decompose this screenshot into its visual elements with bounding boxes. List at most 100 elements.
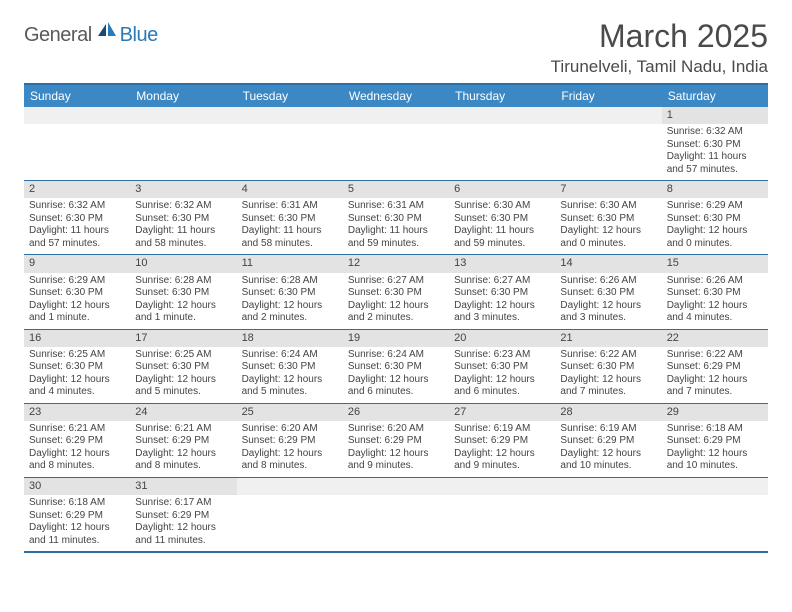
sunset-text: Sunset: 6:30 PM bbox=[667, 287, 763, 300]
day-number bbox=[237, 107, 343, 124]
day-cell bbox=[130, 107, 236, 181]
day-number: 11 bbox=[237, 255, 343, 272]
daylight-text: Daylight: 12 hours and 3 minutes. bbox=[454, 300, 550, 325]
sunrise-text: Sunrise: 6:28 AM bbox=[135, 275, 231, 288]
sunrise-text: Sunrise: 6:19 AM bbox=[560, 423, 656, 436]
day-number: 5 bbox=[343, 181, 449, 198]
day-number: 7 bbox=[555, 181, 661, 198]
day-number bbox=[662, 478, 768, 495]
day-body: Sunrise: 6:22 AMSunset: 6:30 PMDaylight:… bbox=[555, 347, 661, 403]
sunrise-text: Sunrise: 6:27 AM bbox=[454, 275, 550, 288]
daylight-text: Daylight: 12 hours and 11 minutes. bbox=[29, 522, 125, 547]
sunrise-text: Sunrise: 6:28 AM bbox=[242, 275, 338, 288]
brand-logo: General Blue bbox=[24, 24, 158, 47]
day-number: 2 bbox=[24, 181, 130, 198]
sunrise-text: Sunrise: 6:32 AM bbox=[29, 200, 125, 213]
day-body: Sunrise: 6:25 AMSunset: 6:30 PMDaylight:… bbox=[130, 347, 236, 403]
daylight-text: Daylight: 11 hours and 57 minutes. bbox=[667, 151, 763, 176]
day-body bbox=[237, 495, 343, 514]
sunset-text: Sunset: 6:30 PM bbox=[454, 213, 550, 226]
day-number: 10 bbox=[130, 255, 236, 272]
day-cell: 4Sunrise: 6:31 AMSunset: 6:30 PMDaylight… bbox=[237, 181, 343, 255]
day-number bbox=[130, 107, 236, 124]
daylight-text: Daylight: 12 hours and 4 minutes. bbox=[667, 300, 763, 325]
daylight-text: Daylight: 12 hours and 6 minutes. bbox=[348, 374, 444, 399]
day-cell bbox=[24, 107, 130, 181]
sunrise-text: Sunrise: 6:30 AM bbox=[560, 200, 656, 213]
day-number: 19 bbox=[343, 330, 449, 347]
daylight-text: Daylight: 12 hours and 0 minutes. bbox=[667, 225, 763, 250]
sunset-text: Sunset: 6:29 PM bbox=[454, 435, 550, 448]
day-number: 4 bbox=[237, 181, 343, 198]
sunrise-text: Sunrise: 6:31 AM bbox=[348, 200, 444, 213]
day-number: 26 bbox=[343, 404, 449, 421]
sunset-text: Sunset: 6:30 PM bbox=[242, 213, 338, 226]
sunset-text: Sunset: 6:30 PM bbox=[29, 287, 125, 300]
day-cell: 25Sunrise: 6:20 AMSunset: 6:29 PMDayligh… bbox=[237, 403, 343, 477]
week-row: 16Sunrise: 6:25 AMSunset: 6:30 PMDayligh… bbox=[24, 329, 768, 403]
day-body: Sunrise: 6:20 AMSunset: 6:29 PMDaylight:… bbox=[237, 421, 343, 477]
day-number bbox=[237, 478, 343, 495]
daylight-text: Daylight: 11 hours and 58 minutes. bbox=[242, 225, 338, 250]
day-number: 13 bbox=[449, 255, 555, 272]
day-body: Sunrise: 6:22 AMSunset: 6:29 PMDaylight:… bbox=[662, 347, 768, 403]
day-body: Sunrise: 6:30 AMSunset: 6:30 PMDaylight:… bbox=[449, 198, 555, 254]
day-cell: 15Sunrise: 6:26 AMSunset: 6:30 PMDayligh… bbox=[662, 255, 768, 329]
day-body: Sunrise: 6:17 AMSunset: 6:29 PMDaylight:… bbox=[130, 495, 236, 551]
sunset-text: Sunset: 6:30 PM bbox=[560, 213, 656, 226]
sunrise-text: Sunrise: 6:26 AM bbox=[667, 275, 763, 288]
day-cell bbox=[662, 477, 768, 552]
day-number bbox=[555, 478, 661, 495]
daylight-text: Daylight: 12 hours and 3 minutes. bbox=[560, 300, 656, 325]
sunrise-text: Sunrise: 6:18 AM bbox=[667, 423, 763, 436]
day-cell: 9Sunrise: 6:29 AMSunset: 6:30 PMDaylight… bbox=[24, 255, 130, 329]
day-cell: 17Sunrise: 6:25 AMSunset: 6:30 PMDayligh… bbox=[130, 329, 236, 403]
day-body: Sunrise: 6:23 AMSunset: 6:30 PMDaylight:… bbox=[449, 347, 555, 403]
calendar-table: SundayMondayTuesdayWednesdayThursdayFrid… bbox=[24, 83, 768, 553]
sunset-text: Sunset: 6:29 PM bbox=[135, 510, 231, 523]
day-number: 27 bbox=[449, 404, 555, 421]
daylight-text: Daylight: 12 hours and 5 minutes. bbox=[242, 374, 338, 399]
sunset-text: Sunset: 6:30 PM bbox=[560, 361, 656, 374]
daylight-text: Daylight: 11 hours and 57 minutes. bbox=[29, 225, 125, 250]
sunrise-text: Sunrise: 6:32 AM bbox=[135, 200, 231, 213]
day-cell bbox=[449, 107, 555, 181]
day-body: Sunrise: 6:28 AMSunset: 6:30 PMDaylight:… bbox=[237, 273, 343, 329]
day-number bbox=[343, 107, 449, 124]
day-number: 8 bbox=[662, 181, 768, 198]
day-number: 28 bbox=[555, 404, 661, 421]
day-body: Sunrise: 6:27 AMSunset: 6:30 PMDaylight:… bbox=[449, 273, 555, 329]
day-number: 25 bbox=[237, 404, 343, 421]
day-body: Sunrise: 6:18 AMSunset: 6:29 PMDaylight:… bbox=[24, 495, 130, 551]
day-cell bbox=[343, 477, 449, 552]
day-header: Tuesday bbox=[237, 84, 343, 107]
daylight-text: Daylight: 12 hours and 8 minutes. bbox=[242, 448, 338, 473]
sunrise-text: Sunrise: 6:25 AM bbox=[135, 349, 231, 362]
week-row: 1Sunrise: 6:32 AMSunset: 6:30 PMDaylight… bbox=[24, 107, 768, 181]
day-body bbox=[449, 124, 555, 143]
day-cell: 20Sunrise: 6:23 AMSunset: 6:30 PMDayligh… bbox=[449, 329, 555, 403]
sunrise-text: Sunrise: 6:31 AM bbox=[242, 200, 338, 213]
sunset-text: Sunset: 6:30 PM bbox=[135, 213, 231, 226]
daylight-text: Daylight: 12 hours and 8 minutes. bbox=[135, 448, 231, 473]
day-body: Sunrise: 6:32 AMSunset: 6:30 PMDaylight:… bbox=[130, 198, 236, 254]
day-number: 20 bbox=[449, 330, 555, 347]
sunrise-text: Sunrise: 6:17 AM bbox=[135, 497, 231, 510]
day-header-row: SundayMondayTuesdayWednesdayThursdayFrid… bbox=[24, 84, 768, 107]
day-header: Sunday bbox=[24, 84, 130, 107]
day-cell: 10Sunrise: 6:28 AMSunset: 6:30 PMDayligh… bbox=[130, 255, 236, 329]
sunrise-text: Sunrise: 6:21 AM bbox=[135, 423, 231, 436]
sunset-text: Sunset: 6:30 PM bbox=[454, 287, 550, 300]
day-cell: 12Sunrise: 6:27 AMSunset: 6:30 PMDayligh… bbox=[343, 255, 449, 329]
day-body: Sunrise: 6:31 AMSunset: 6:30 PMDaylight:… bbox=[237, 198, 343, 254]
day-cell: 5Sunrise: 6:31 AMSunset: 6:30 PMDaylight… bbox=[343, 181, 449, 255]
day-body bbox=[343, 124, 449, 143]
sunrise-text: Sunrise: 6:20 AM bbox=[348, 423, 444, 436]
daylight-text: Daylight: 12 hours and 7 minutes. bbox=[560, 374, 656, 399]
sunset-text: Sunset: 6:29 PM bbox=[135, 435, 231, 448]
sails-icon bbox=[96, 21, 118, 44]
sunset-text: Sunset: 6:29 PM bbox=[560, 435, 656, 448]
day-cell: 27Sunrise: 6:19 AMSunset: 6:29 PMDayligh… bbox=[449, 403, 555, 477]
day-body: Sunrise: 6:29 AMSunset: 6:30 PMDaylight:… bbox=[662, 198, 768, 254]
sunrise-text: Sunrise: 6:23 AM bbox=[454, 349, 550, 362]
